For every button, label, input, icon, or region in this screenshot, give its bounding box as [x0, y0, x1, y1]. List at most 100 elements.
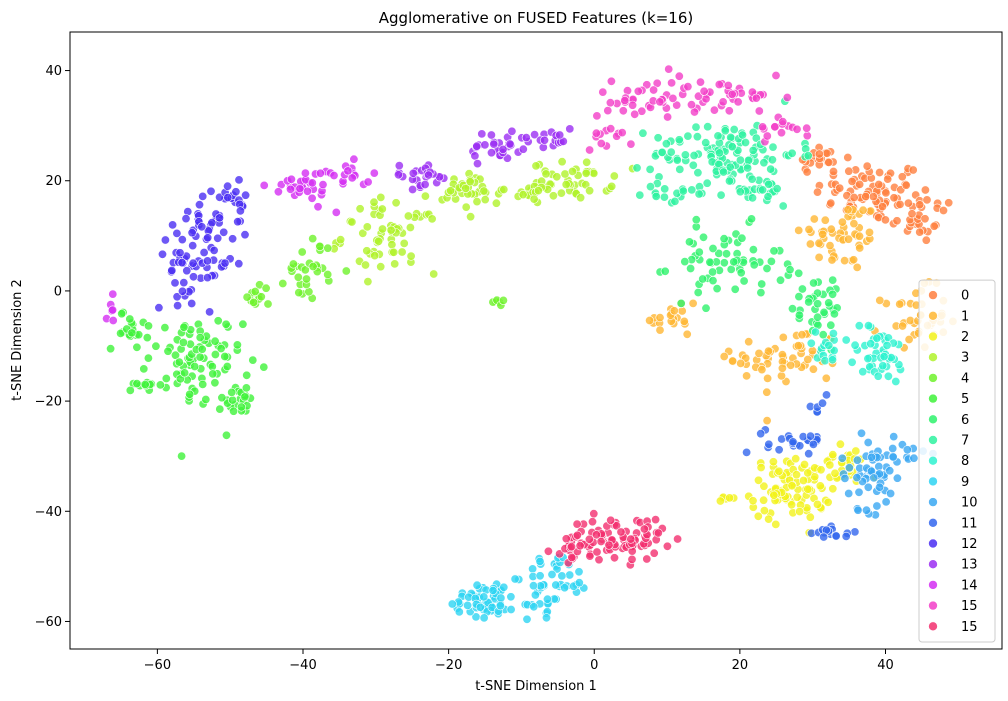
scatter-point-cluster-14 [273, 187, 283, 197]
scatter-point-cluster-7 [660, 184, 670, 194]
scatter-point-cluster-7 [635, 190, 645, 200]
scatter-point-cluster-13 [507, 126, 517, 136]
scatter-point-cluster-6 [684, 237, 694, 247]
legend-marker [928, 538, 938, 549]
scatter-point-cluster-16 [626, 534, 636, 544]
scatter-point-cluster-0 [929, 221, 939, 231]
legend-label: 5 [961, 392, 969, 407]
scatter-point-cluster-15 [655, 97, 665, 107]
scatter-point-cluster-6 [729, 257, 739, 267]
scatter-point-cluster-6 [797, 284, 807, 294]
scatter-point-cluster-7 [743, 163, 753, 173]
scatter-point-cluster-1 [818, 229, 828, 239]
scatter-point-cluster-7 [747, 174, 757, 184]
scatter-point-cluster-2 [830, 468, 840, 478]
legend-label: 14 [961, 578, 978, 593]
scatter-point-cluster-10 [902, 445, 912, 455]
scatter-point-cluster-6 [804, 297, 814, 307]
scatter-point-cluster-15 [699, 86, 709, 96]
scatter-point-cluster-13 [472, 141, 482, 151]
scatter-point-cluster-16 [575, 541, 585, 551]
scatter-point-cluster-4 [294, 288, 304, 298]
scatter-point-cluster-6 [813, 312, 823, 322]
scatter-point-cluster-12 [172, 292, 182, 302]
legend-label: 15 [961, 599, 978, 614]
scatter-point-cluster-2 [828, 450, 838, 460]
scatter-point-cluster-12 [203, 273, 213, 283]
scatter-point-cluster-5 [127, 328, 137, 338]
scatter-point-cluster-5 [222, 361, 232, 371]
scatter-point-cluster-13 [408, 185, 418, 195]
scatter-point-cluster-3 [406, 251, 416, 261]
scatter-point-cluster-15 [723, 81, 733, 91]
scatter-point-cluster-4 [301, 274, 311, 284]
scatter-point-cluster-0 [847, 176, 857, 186]
scatter-point-cluster-9 [472, 580, 482, 590]
scatter-point-cluster-4 [498, 295, 508, 305]
scatter-point-cluster-3 [465, 177, 475, 187]
scatter-point-cluster-14 [285, 184, 295, 194]
scatter-point-cluster-0 [938, 206, 948, 216]
scatter-point-cluster-7 [693, 168, 703, 178]
scatter-point-cluster-7 [672, 155, 682, 165]
scatter-point-cluster-7 [653, 133, 663, 143]
scatter-point-cluster-2 [803, 468, 813, 478]
scatter-point-cluster-1 [852, 262, 862, 272]
scatter-point-cluster-8 [841, 335, 851, 345]
scatter-point-cluster-3 [374, 236, 384, 246]
scatter-point-cluster-12 [198, 191, 208, 201]
scatter-point-cluster-2 [791, 470, 801, 480]
scatter-point-cluster-8 [882, 340, 892, 350]
scatter-point-cluster-14 [259, 180, 269, 190]
scatter-point-cluster-1 [807, 346, 817, 356]
scatter-point-cluster-6 [748, 245, 758, 255]
scatter-point-cluster-6 [787, 304, 797, 314]
scatter-point-cluster-14 [300, 168, 310, 178]
scatter-point-cluster-12 [195, 200, 205, 210]
scatter-point-cluster-5 [142, 333, 152, 343]
scatter-point-cluster-9 [542, 594, 552, 604]
scatter-point-cluster-15 [695, 77, 705, 87]
scatter-point-cluster-6 [766, 256, 776, 266]
scatter-point-cluster-7 [659, 192, 669, 202]
scatter-point-cluster-3 [585, 186, 595, 196]
legend-marker [928, 414, 938, 425]
scatter-point-cluster-16 [592, 547, 602, 557]
scatter-point-cluster-12 [234, 259, 244, 269]
scatter-point-cluster-14 [315, 168, 325, 178]
scatter-point-cluster-5 [232, 340, 242, 350]
scatter-point-cluster-3 [582, 157, 592, 167]
scatter-point-cluster-12 [178, 286, 188, 296]
scatter-point-cluster-0 [922, 195, 932, 205]
legend-marker [928, 476, 938, 487]
scatter-point-cluster-11 [774, 445, 784, 455]
scatter-point-cluster-14 [313, 202, 323, 212]
scatter-point-cluster-11 [821, 390, 831, 400]
scatter-point-cluster-10 [867, 452, 877, 462]
legend-marker [928, 373, 938, 383]
scatter-point-cluster-5 [106, 344, 116, 354]
scatter-point-cluster-2 [792, 492, 802, 502]
scatter-point-cluster-5 [178, 337, 188, 347]
scatter-point-cluster-1 [905, 315, 915, 325]
scatter-point-cluster-7 [778, 201, 788, 211]
scatter-point-cluster-0 [812, 187, 822, 197]
scatter-point-cluster-8 [806, 338, 816, 348]
scatter-point-cluster-16 [561, 534, 571, 544]
scatter-point-cluster-15 [598, 87, 608, 97]
scatter-point-cluster-6 [818, 330, 828, 340]
scatter-point-cluster-3 [377, 204, 387, 214]
scatter-point-cluster-15 [709, 105, 719, 115]
scatter-point-cluster-15 [585, 145, 595, 155]
scatter-point-cluster-5 [174, 357, 184, 367]
scatter-point-cluster-13 [486, 148, 496, 158]
scatter-point-cluster-11 [742, 447, 752, 457]
scatter-point-cluster-5 [227, 387, 237, 397]
scatter-point-cluster-13 [477, 129, 487, 139]
scatter-point-cluster-15 [802, 131, 812, 141]
scatter-point-cluster-9 [522, 614, 532, 624]
scatter-point-cluster-6 [680, 257, 690, 267]
scatter-point-cluster-0 [875, 168, 885, 178]
scatter-point-cluster-2 [774, 466, 784, 476]
scatter-point-cluster-10 [863, 437, 873, 447]
